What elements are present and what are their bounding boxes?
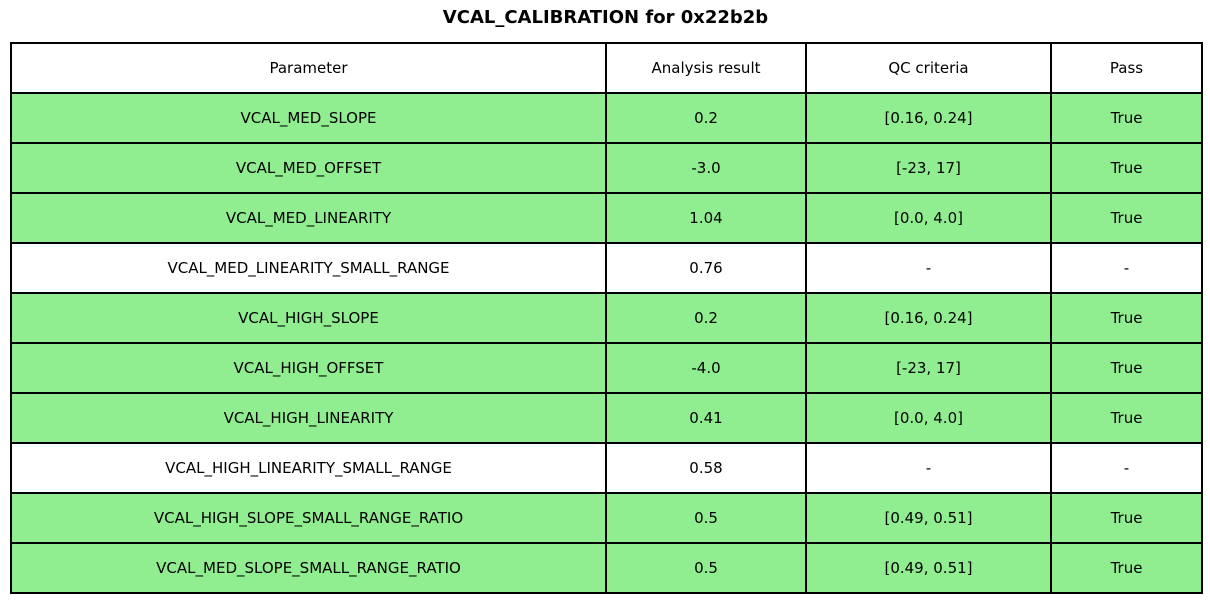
pass-cell: True [1050, 392, 1203, 444]
criteria-cell: [0.16, 0.24] [805, 92, 1052, 144]
parameter-cell: VCAL_HIGH_LINEARITY [10, 392, 607, 444]
qc-criteria-table: Parameter Analysis result QC criteria Pa… [10, 42, 1203, 594]
table-row: VCAL_MED_SLOPE_SMALL_RANGE_RATIO 0.5 [0.… [10, 542, 1203, 594]
result-cell: 1.04 [605, 192, 807, 244]
parameter-cell: VCAL_MED_SLOPE_SMALL_RANGE_RATIO [10, 542, 607, 594]
criteria-cell: [0.49, 0.51] [805, 492, 1052, 544]
result-cell: 0.2 [605, 92, 807, 144]
parameter-cell: VCAL_MED_OFFSET [10, 142, 607, 194]
table-row: VCAL_HIGH_LINEARITY 0.41 [0.0, 4.0] True [10, 392, 1203, 444]
column-header-pass: Pass [1050, 42, 1203, 94]
pass-cell: True [1050, 192, 1203, 244]
pass-cell: True [1050, 142, 1203, 194]
result-cell: -4.0 [605, 342, 807, 394]
criteria-cell: [0.49, 0.51] [805, 542, 1052, 594]
table-row: VCAL_HIGH_LINEARITY_SMALL_RANGE 0.58 - - [10, 442, 1203, 494]
parameter-cell: VCAL_HIGH_SLOPE_SMALL_RANGE_RATIO [10, 492, 607, 544]
pass-cell: - [1050, 442, 1203, 494]
criteria-cell: [0.0, 4.0] [805, 192, 1052, 244]
criteria-cell: - [805, 442, 1052, 494]
result-cell: 0.5 [605, 492, 807, 544]
table-row: VCAL_MED_SLOPE 0.2 [0.16, 0.24] True [10, 92, 1203, 144]
parameter-cell: VCAL_MED_LINEARITY [10, 192, 607, 244]
criteria-cell: [0.0, 4.0] [805, 392, 1052, 444]
column-header-analysis-result: Analysis result [605, 42, 807, 94]
pass-cell: True [1050, 342, 1203, 394]
pass-cell: - [1050, 242, 1203, 294]
table-row: VCAL_MED_LINEARITY 1.04 [0.0, 4.0] True [10, 192, 1203, 244]
parameter-cell: VCAL_MED_SLOPE [10, 92, 607, 144]
column-header-qc-criteria: QC criteria [805, 42, 1052, 94]
pass-cell: True [1050, 292, 1203, 344]
criteria-cell: [-23, 17] [805, 142, 1052, 194]
table-row: VCAL_HIGH_OFFSET -4.0 [-23, 17] True [10, 342, 1203, 394]
parameter-cell: VCAL_MED_LINEARITY_SMALL_RANGE [10, 242, 607, 294]
column-header-parameter: Parameter [10, 42, 607, 94]
pass-cell: True [1050, 492, 1203, 544]
parameter-cell: VCAL_HIGH_OFFSET [10, 342, 607, 394]
parameter-cell: VCAL_HIGH_LINEARITY_SMALL_RANGE [10, 442, 607, 494]
table-row: VCAL_HIGH_SLOPE_SMALL_RANGE_RATIO 0.5 [0… [10, 492, 1203, 544]
pass-cell: True [1050, 92, 1203, 144]
table-header-row: Parameter Analysis result QC criteria Pa… [10, 42, 1203, 94]
result-cell: 0.76 [605, 242, 807, 294]
table-row: VCAL_MED_OFFSET -3.0 [-23, 17] True [10, 142, 1203, 194]
result-cell: 0.41 [605, 392, 807, 444]
table-row: VCAL_MED_LINEARITY_SMALL_RANGE 0.76 - - [10, 242, 1203, 294]
result-cell: 0.58 [605, 442, 807, 494]
result-cell: 0.5 [605, 542, 807, 594]
pass-cell: True [1050, 542, 1203, 594]
table-row: VCAL_HIGH_SLOPE 0.2 [0.16, 0.24] True [10, 292, 1203, 344]
result-cell: 0.2 [605, 292, 807, 344]
criteria-cell: [0.16, 0.24] [805, 292, 1052, 344]
parameter-cell: VCAL_HIGH_SLOPE [10, 292, 607, 344]
criteria-cell: [-23, 17] [805, 342, 1052, 394]
page-title: VCAL_CALIBRATION for 0x22b2b [442, 7, 769, 28]
criteria-cell: - [805, 242, 1052, 294]
result-cell: -3.0 [605, 142, 807, 194]
